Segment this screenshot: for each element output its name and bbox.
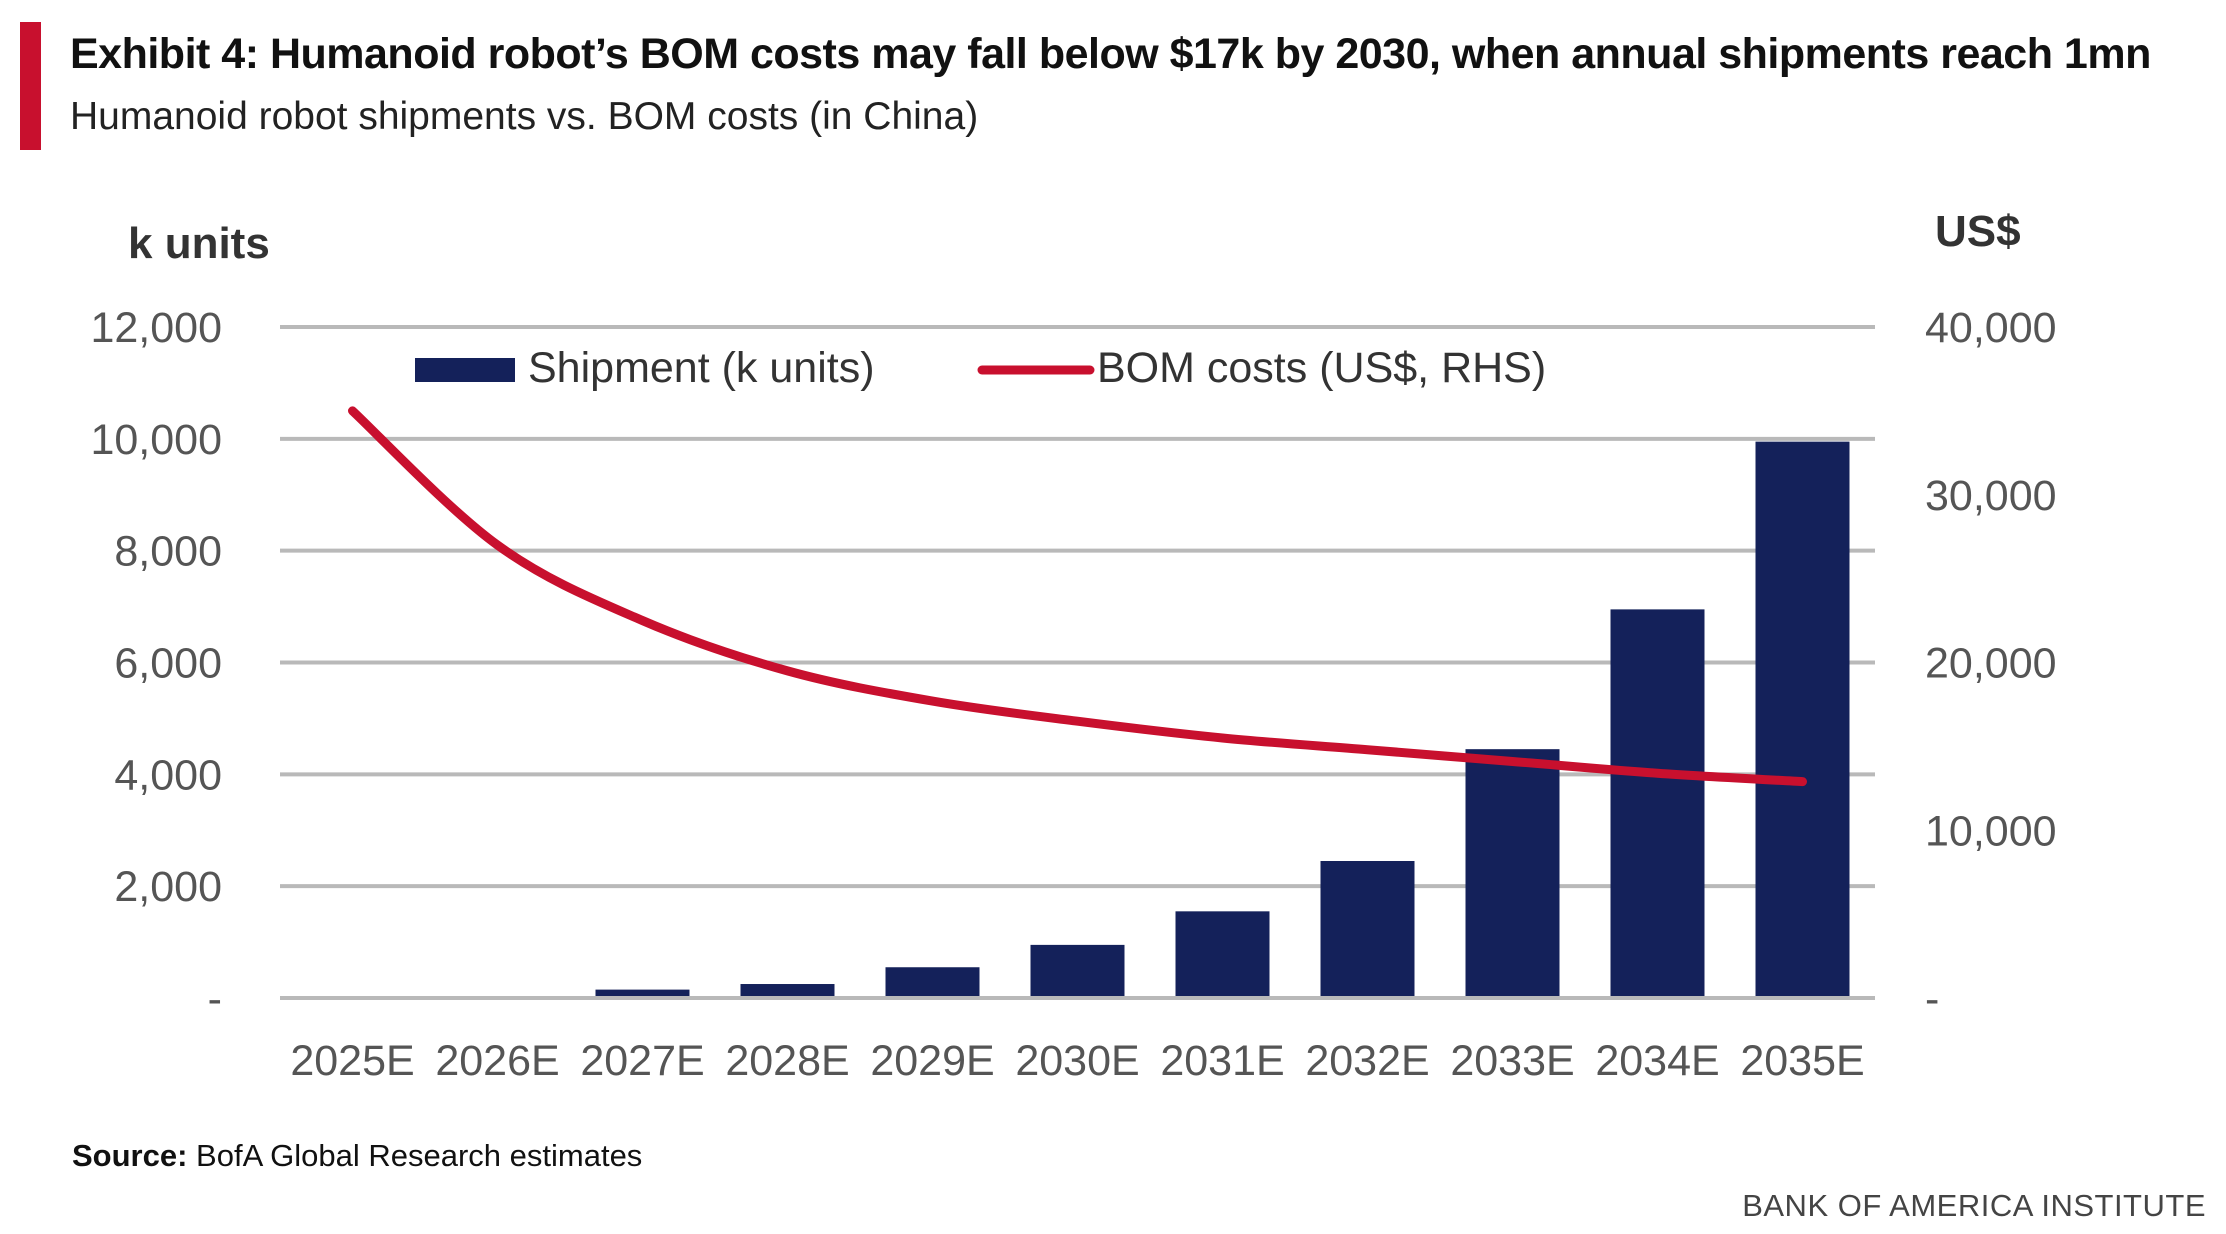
bar-2028E bbox=[740, 984, 835, 998]
bar-2035E bbox=[1755, 441, 1850, 999]
x-tick-label: 2025E bbox=[290, 1037, 414, 1085]
y-right-tick-label: 30,000 bbox=[1925, 472, 2057, 520]
x-tick-label: 2027E bbox=[580, 1037, 704, 1085]
x-tick-label: 2030E bbox=[1015, 1037, 1139, 1085]
chart-subtitle: Humanoid robot shipments vs. BOM costs (… bbox=[70, 95, 979, 138]
source-note: Source: BofA Global Research estimates bbox=[72, 1138, 642, 1174]
x-tick-label: 2033E bbox=[1450, 1037, 1574, 1085]
source-text: BofA Global Research estimates bbox=[187, 1138, 643, 1173]
y-left-tick-label: 2,000 bbox=[114, 863, 222, 911]
bar-2030E bbox=[1030, 944, 1125, 998]
bar-series bbox=[305, 441, 1850, 999]
gridlines bbox=[280, 325, 1875, 889]
bom-cost-line bbox=[348, 406, 1807, 787]
x-tick-label: 2035E bbox=[1740, 1037, 1864, 1085]
legend-label-bom: BOM costs (US$, RHS) bbox=[1097, 344, 1546, 392]
bar-2029E bbox=[885, 967, 980, 998]
legend-swatch-shipment bbox=[415, 358, 515, 382]
y-left-tick-label: 10,000 bbox=[90, 416, 222, 464]
y-right-tick-label: 10,000 bbox=[1925, 807, 2057, 855]
x-tick-label: 2031E bbox=[1160, 1037, 1284, 1085]
bar-2034E bbox=[1610, 609, 1705, 998]
x-tick-label: 2026E bbox=[435, 1037, 559, 1085]
y-right-tick-label: - bbox=[1925, 975, 1939, 1023]
y-left-tick-label: - bbox=[208, 975, 222, 1023]
axes: - 2,000 4,000 6,000 8,000 10,000 12,000 - 10,000… bbox=[90, 304, 2056, 1085]
y-left-tick-label: 12,000 bbox=[90, 304, 222, 352]
x-tick-label: 2032E bbox=[1305, 1037, 1429, 1085]
x-tick-label: 2029E bbox=[870, 1037, 994, 1085]
x-tick-label: 2028E bbox=[725, 1037, 849, 1085]
bar-2032E bbox=[1320, 861, 1415, 998]
y-axis-left-label: k units bbox=[128, 219, 270, 268]
line-series bbox=[348, 406, 1807, 787]
x-tick-label: 2034E bbox=[1595, 1037, 1719, 1085]
y-axis-right-label: US$ bbox=[1935, 207, 2021, 256]
source-label: Source: bbox=[72, 1138, 188, 1173]
y-left-tick-label: 8,000 bbox=[114, 528, 222, 576]
accent-bar bbox=[20, 22, 41, 150]
y-right-tick-label: 20,000 bbox=[1925, 640, 2057, 688]
chart-title: Exhibit 4: Humanoid robot’s BOM costs ma… bbox=[70, 30, 2151, 78]
y-right-tick-label: 40,000 bbox=[1925, 304, 2057, 352]
y-left-tick-label: 4,000 bbox=[114, 751, 222, 799]
legend-label-shipment: Shipment (k units) bbox=[528, 344, 875, 392]
y-left-tick-label: 6,000 bbox=[114, 640, 222, 688]
brand-footer: BANK OF AMERICA INSTITUTE bbox=[1742, 1188, 2206, 1223]
bar-2027E bbox=[595, 989, 690, 998]
bar-2031E bbox=[1175, 911, 1270, 998]
bar-2033E bbox=[1465, 749, 1560, 998]
legend: Shipment (k units) BOM costs (US$, RHS) bbox=[415, 344, 1546, 392]
